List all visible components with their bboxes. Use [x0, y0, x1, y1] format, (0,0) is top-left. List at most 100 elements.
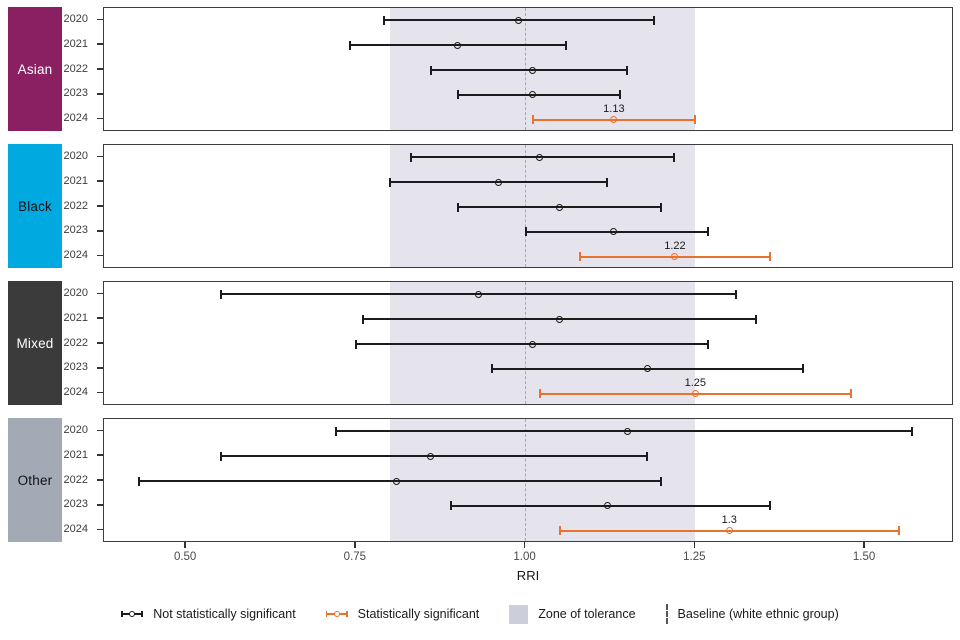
point-estimate: [528, 340, 536, 348]
value-label-mixed: 1.25: [684, 376, 707, 389]
errorbar-cap-right: [768, 252, 771, 262]
errorbar-cap-left: [531, 115, 534, 125]
point-estimate: [535, 153, 543, 161]
x-tick-label: 1.50: [852, 551, 876, 563]
facet-strip-other: Other: [8, 418, 62, 542]
year-label-black-2023: 2023: [63, 224, 88, 237]
x-axis-title: RRI: [516, 568, 540, 583]
y-axis-tick: [97, 367, 103, 369]
errorbar-cap-right: [911, 426, 914, 436]
legend-item-not-significant: Not statistically significant: [121, 605, 296, 623]
errorbar-cap-right: [653, 15, 656, 25]
facet-strip-black: Black: [8, 144, 62, 268]
year-label-asian-2021: 2021: [63, 37, 88, 50]
year-label-other-2020: 2020: [63, 423, 88, 436]
legend-label-baseline: Baseline (white ethnic group): [677, 607, 839, 621]
year-label-black-2020: 2020: [63, 149, 88, 162]
y-axis-tick: [97, 230, 103, 232]
point-estimate: [671, 253, 679, 261]
x-axis-tick: [354, 542, 356, 548]
y-axis-tick: [97, 68, 103, 70]
point-estimate: [623, 427, 631, 435]
x-tick-label: 0.75: [343, 551, 367, 563]
pointrange-black-icon: [121, 605, 144, 623]
errorbar-cap-right: [734, 289, 737, 299]
x-tick-label: 0.50: [173, 551, 197, 563]
errorbar-cap-left: [491, 364, 494, 374]
y-axis-tick: [97, 18, 103, 21]
y-axis-tick: [97, 180, 103, 182]
year-label-other-2021: 2021: [63, 448, 88, 461]
errorbar-black-2023: [525, 230, 709, 233]
y-axis-tick: [97, 504, 103, 506]
errorbar-cap-right: [849, 389, 852, 399]
point-estimate: [691, 390, 699, 398]
y-axis-tick: [97, 117, 103, 120]
errorbar-cap-left: [430, 65, 433, 75]
year-label-black-2022: 2022: [63, 199, 88, 212]
legend-item-zone: Zone of tolerance: [509, 604, 636, 624]
panel-mixed: 1.25: [103, 281, 953, 405]
y-axis-tick: [97, 93, 103, 95]
errorbar-cap-right: [625, 65, 628, 75]
pointrange-orange-icon: [325, 605, 348, 623]
errorbar-cap-left: [355, 339, 358, 349]
zone-swatch-icon: [509, 604, 529, 624]
point-estimate: [603, 502, 611, 510]
y-axis-tick: [97, 479, 103, 481]
y-axis-tick: [97, 155, 103, 158]
point-estimate: [556, 203, 564, 211]
x-tick-label: 1.25: [683, 551, 706, 563]
value-label-black: 1.22: [664, 239, 686, 252]
year-label-other-2023: 2023: [63, 498, 88, 511]
errorbar-cap-right: [564, 40, 567, 50]
point-estimate: [528, 66, 536, 74]
year-label-mixed-2024: 2024: [63, 386, 88, 399]
legend-label-zone: Zone of tolerance: [538, 607, 636, 621]
point-estimate: [454, 41, 462, 49]
y-axis-tick: [97, 254, 103, 257]
point-estimate: [515, 16, 523, 24]
y-axis-tick: [97, 391, 103, 394]
point-estimate: [528, 91, 536, 99]
facet-strip-asian: Asian: [8, 7, 62, 131]
point-estimate: [556, 315, 564, 323]
dashed-line-icon: [665, 604, 668, 624]
errorbar-cap-left: [457, 202, 460, 212]
legend-label-significant: Statistically significant: [357, 607, 480, 621]
errorbar-cap-right: [646, 451, 649, 461]
x-tick-label: 1.00: [513, 551, 536, 563]
errorbar-cap-right: [707, 339, 710, 349]
year-label-black-2021: 2021: [63, 174, 88, 187]
year-label-other-2024: 2024: [63, 523, 88, 536]
errorbar-cap-left: [219, 451, 222, 461]
facet-strip-mixed: Mixed: [8, 281, 62, 405]
year-label-black-2024: 2024: [63, 249, 88, 262]
year-label-mixed-2020: 2020: [63, 286, 88, 299]
point-estimate: [474, 290, 482, 298]
value-label-asian: 1.13: [603, 102, 625, 115]
year-label-asian-2024: 2024: [63, 112, 88, 125]
errorbar-cap-right: [897, 526, 900, 536]
legend: Not statistically significant Statistica…: [0, 597, 960, 631]
errorbar-cap-right: [673, 152, 676, 162]
errorbar-cap-left: [382, 15, 385, 25]
x-axis-tick: [693, 542, 696, 548]
point-estimate: [393, 477, 401, 485]
errorbar-cap-left: [525, 227, 528, 237]
year-label-mixed-2023: 2023: [63, 361, 88, 374]
year-label-asian-2023: 2023: [63, 87, 88, 100]
point-estimate: [610, 116, 618, 124]
errorbar-cap-left: [219, 289, 222, 299]
y-axis-tick: [97, 342, 103, 344]
errorbar-cap-right: [659, 476, 662, 486]
year-label-other-2022: 2022: [63, 473, 88, 486]
errorbar-cap-right: [754, 314, 757, 324]
legend-label-not-significant: Not statistically significant: [153, 607, 296, 621]
errorbar-asian-2023: [457, 93, 621, 96]
errorbar-cap-left: [538, 389, 541, 399]
errorbar-cap-right: [659, 202, 662, 212]
point-estimate: [725, 527, 733, 535]
y-axis-tick: [97, 528, 103, 531]
y-axis-tick: [97, 43, 103, 45]
